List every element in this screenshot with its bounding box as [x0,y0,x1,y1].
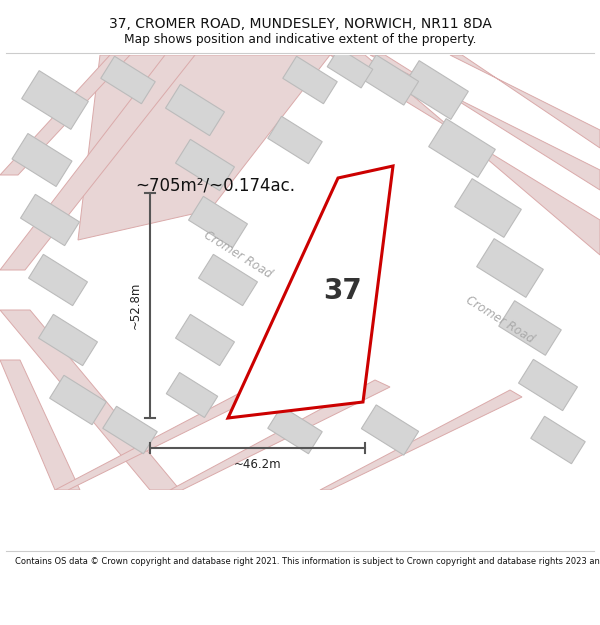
Polygon shape [531,416,585,464]
Polygon shape [370,55,600,190]
Polygon shape [166,84,224,136]
Text: 37: 37 [323,277,362,305]
Text: ~46.2m: ~46.2m [233,458,281,471]
Polygon shape [0,55,195,270]
Polygon shape [0,360,80,490]
Polygon shape [428,119,496,178]
Polygon shape [401,61,469,119]
Polygon shape [0,310,180,490]
Polygon shape [361,55,419,105]
Polygon shape [101,56,155,104]
Polygon shape [0,55,130,175]
Polygon shape [476,239,544,298]
Polygon shape [78,55,330,240]
Polygon shape [327,48,373,88]
Polygon shape [166,372,218,418]
Text: ~52.8m: ~52.8m [129,282,142,329]
Text: Map shows position and indicative extent of the property.: Map shows position and indicative extent… [124,32,476,46]
Text: 37, CROMER ROAD, MUNDESLEY, NORWICH, NR11 8DA: 37, CROMER ROAD, MUNDESLEY, NORWICH, NR1… [109,18,491,31]
Polygon shape [12,134,72,186]
Polygon shape [361,405,419,455]
Polygon shape [450,55,600,148]
Polygon shape [188,196,247,248]
Polygon shape [268,116,322,164]
Polygon shape [455,179,521,238]
Polygon shape [103,406,157,454]
Text: ~705m²/~0.174ac.: ~705m²/~0.174ac. [135,176,295,194]
Polygon shape [518,359,577,411]
Polygon shape [228,166,393,418]
Polygon shape [20,194,79,246]
Polygon shape [176,314,235,366]
Polygon shape [176,139,235,191]
Polygon shape [170,380,390,490]
Polygon shape [320,390,522,490]
Polygon shape [330,55,600,255]
Polygon shape [50,375,106,425]
Polygon shape [22,71,88,129]
Polygon shape [199,254,257,306]
Text: Cromer Road: Cromer Road [202,229,274,281]
Polygon shape [55,385,270,490]
Polygon shape [499,301,561,355]
Text: Cromer Road: Cromer Road [464,294,536,346]
Polygon shape [283,56,337,104]
Text: Contains OS data © Crown copyright and database right 2021. This information is : Contains OS data © Crown copyright and d… [15,558,600,566]
Polygon shape [268,406,322,454]
Polygon shape [29,254,88,306]
Polygon shape [38,314,97,366]
